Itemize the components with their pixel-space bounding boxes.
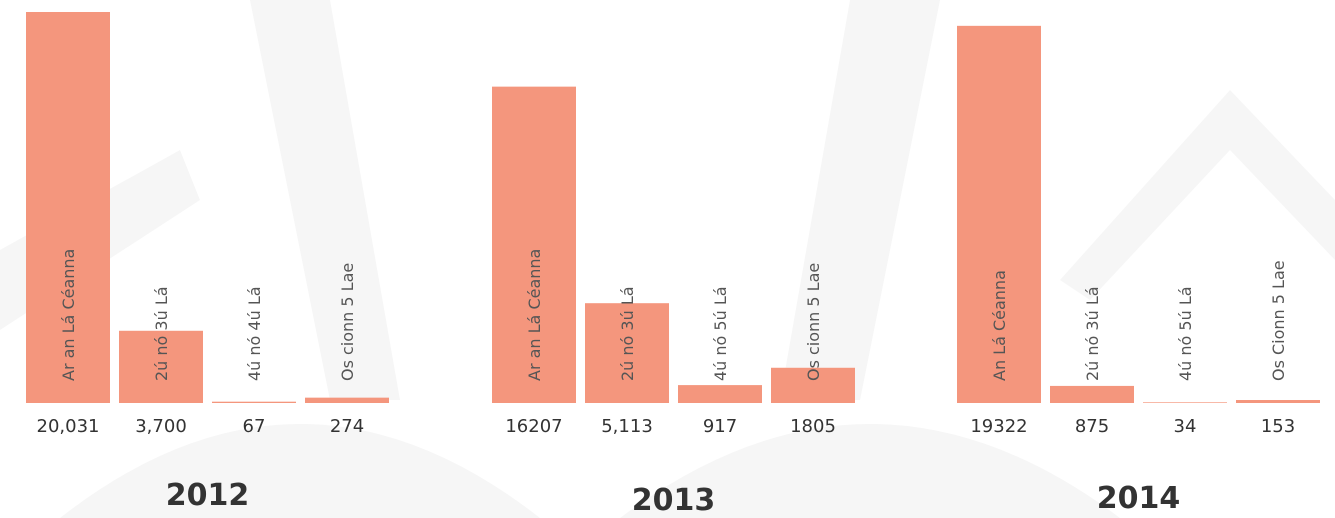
value-label: 875 <box>1075 416 1109 437</box>
chart-title: 2012 <box>166 478 250 513</box>
chart-title: 2013 <box>632 483 716 518</box>
value-label: 274 <box>330 416 364 437</box>
chart-title: 2014 <box>1097 481 1181 516</box>
bar <box>212 401 296 403</box>
bg-shape <box>620 424 1120 518</box>
bar <box>305 397 389 403</box>
category-label: Os Cionn 5 Lae <box>1269 260 1288 381</box>
bar <box>1143 402 1227 403</box>
bar <box>1050 385 1134 403</box>
category-label: 2ú nó 3ú Lá <box>618 286 637 381</box>
bar <box>1236 400 1320 403</box>
bar <box>492 86 576 404</box>
bg-shape <box>60 424 540 518</box>
category-label: Ar an Lá Céanna <box>59 249 78 381</box>
value-label: 917 <box>703 416 737 437</box>
category-label: 4ú nó 4ú Lá <box>245 286 264 381</box>
category-label: 4ú nó 5ú Lá <box>1176 286 1195 381</box>
value-label: 5,113 <box>601 416 653 437</box>
bg-shape <box>250 0 400 400</box>
category-label: An Lá Céanna <box>990 270 1009 381</box>
bar <box>771 367 855 403</box>
value-label: 1805 <box>790 416 836 437</box>
value-label: 153 <box>1261 416 1295 437</box>
value-label: 20,031 <box>37 416 100 437</box>
category-label: Os cionn 5 Lae <box>804 263 823 381</box>
value-label: 16207 <box>505 416 562 437</box>
bg-shape <box>780 0 940 400</box>
value-label: 34 <box>1174 416 1197 437</box>
category-label: Os cionn 5 Lae <box>338 263 357 381</box>
value-label: 3,700 <box>135 416 187 437</box>
bar <box>119 330 203 403</box>
category-label: Ar an Lá Céanna <box>525 249 544 381</box>
bar <box>585 303 669 403</box>
bar <box>678 385 762 403</box>
category-label: 2ú nó 3ú Lá <box>152 286 171 381</box>
category-label: 4ú nó 5ú Lá <box>711 286 730 381</box>
bar <box>26 12 110 403</box>
value-label: 19322 <box>970 416 1027 437</box>
category-label: 2ú nó 3ú Lá <box>1083 286 1102 381</box>
value-label: 67 <box>243 416 266 437</box>
bg-shape <box>1060 90 1335 300</box>
bar <box>957 25 1041 403</box>
